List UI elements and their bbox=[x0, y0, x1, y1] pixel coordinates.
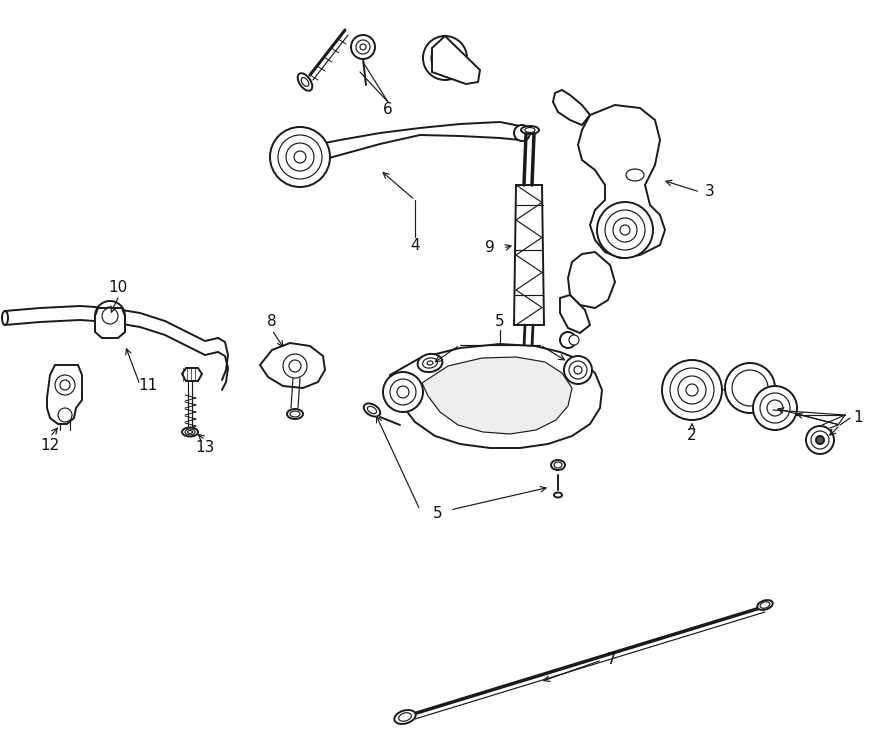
Circle shape bbox=[574, 366, 582, 374]
Ellipse shape bbox=[2, 311, 8, 325]
Polygon shape bbox=[95, 308, 125, 338]
Circle shape bbox=[811, 431, 829, 449]
Polygon shape bbox=[260, 343, 325, 388]
Text: 6: 6 bbox=[383, 102, 393, 118]
Text: 13: 13 bbox=[196, 441, 215, 456]
Circle shape bbox=[732, 370, 768, 406]
Polygon shape bbox=[422, 357, 572, 434]
Text: 2: 2 bbox=[687, 428, 696, 442]
Ellipse shape bbox=[290, 411, 300, 417]
Circle shape bbox=[670, 368, 714, 412]
Circle shape bbox=[760, 393, 790, 423]
Circle shape bbox=[725, 363, 775, 413]
Circle shape bbox=[102, 308, 118, 324]
Circle shape bbox=[294, 151, 306, 163]
Polygon shape bbox=[390, 344, 602, 448]
Circle shape bbox=[95, 301, 125, 331]
Circle shape bbox=[390, 379, 416, 405]
Circle shape bbox=[597, 202, 653, 258]
Circle shape bbox=[662, 360, 722, 420]
Text: 9: 9 bbox=[485, 241, 495, 255]
Text: 10: 10 bbox=[108, 280, 127, 295]
Ellipse shape bbox=[301, 77, 309, 86]
Circle shape bbox=[678, 376, 706, 404]
Ellipse shape bbox=[185, 429, 195, 435]
Text: 1: 1 bbox=[853, 411, 863, 425]
Circle shape bbox=[431, 44, 459, 72]
Ellipse shape bbox=[364, 403, 381, 417]
Circle shape bbox=[806, 426, 834, 454]
Circle shape bbox=[360, 44, 366, 50]
Circle shape bbox=[397, 386, 409, 398]
Ellipse shape bbox=[525, 127, 535, 132]
Circle shape bbox=[356, 40, 370, 54]
Circle shape bbox=[438, 51, 452, 65]
Ellipse shape bbox=[418, 354, 442, 372]
Circle shape bbox=[283, 354, 307, 378]
Text: 3: 3 bbox=[705, 185, 715, 199]
Ellipse shape bbox=[521, 126, 539, 134]
Polygon shape bbox=[553, 90, 590, 125]
Ellipse shape bbox=[554, 462, 562, 468]
Ellipse shape bbox=[554, 492, 562, 498]
Ellipse shape bbox=[626, 169, 644, 181]
Circle shape bbox=[383, 372, 423, 412]
Circle shape bbox=[101, 307, 119, 325]
Circle shape bbox=[270, 127, 330, 187]
Circle shape bbox=[564, 356, 592, 384]
Circle shape bbox=[60, 380, 70, 390]
Ellipse shape bbox=[760, 602, 770, 608]
Circle shape bbox=[55, 375, 75, 395]
Circle shape bbox=[816, 436, 824, 444]
Ellipse shape bbox=[182, 428, 198, 436]
Circle shape bbox=[560, 332, 576, 348]
Circle shape bbox=[289, 360, 301, 372]
Text: 4: 4 bbox=[410, 238, 419, 252]
Circle shape bbox=[613, 218, 637, 242]
Circle shape bbox=[351, 35, 375, 59]
Ellipse shape bbox=[287, 409, 303, 419]
Text: 11: 11 bbox=[138, 378, 158, 392]
Ellipse shape bbox=[395, 710, 416, 724]
Ellipse shape bbox=[188, 431, 193, 434]
Polygon shape bbox=[300, 122, 520, 166]
Circle shape bbox=[514, 125, 530, 141]
Ellipse shape bbox=[398, 712, 412, 721]
Polygon shape bbox=[568, 252, 615, 308]
Circle shape bbox=[517, 367, 537, 387]
Circle shape bbox=[58, 408, 72, 422]
Polygon shape bbox=[560, 295, 590, 333]
Circle shape bbox=[569, 335, 579, 345]
Circle shape bbox=[286, 143, 314, 171]
Ellipse shape bbox=[367, 406, 377, 414]
Ellipse shape bbox=[427, 361, 433, 365]
Circle shape bbox=[753, 386, 797, 430]
Circle shape bbox=[569, 361, 587, 379]
Text: 5: 5 bbox=[433, 506, 442, 520]
Text: 7: 7 bbox=[607, 653, 617, 668]
Polygon shape bbox=[47, 365, 82, 424]
Polygon shape bbox=[432, 36, 480, 84]
Polygon shape bbox=[578, 105, 665, 258]
Text: 12: 12 bbox=[41, 437, 59, 453]
Circle shape bbox=[620, 225, 630, 235]
Circle shape bbox=[106, 312, 114, 320]
Circle shape bbox=[605, 210, 645, 250]
Circle shape bbox=[423, 36, 467, 80]
Text: 5: 5 bbox=[496, 314, 504, 330]
Circle shape bbox=[767, 400, 783, 416]
Polygon shape bbox=[182, 368, 202, 381]
Ellipse shape bbox=[297, 73, 312, 91]
Circle shape bbox=[686, 384, 698, 396]
Circle shape bbox=[522, 372, 532, 382]
Text: 8: 8 bbox=[267, 314, 277, 330]
Circle shape bbox=[278, 135, 322, 179]
Ellipse shape bbox=[422, 358, 437, 368]
Ellipse shape bbox=[758, 600, 773, 610]
Ellipse shape bbox=[551, 460, 565, 470]
